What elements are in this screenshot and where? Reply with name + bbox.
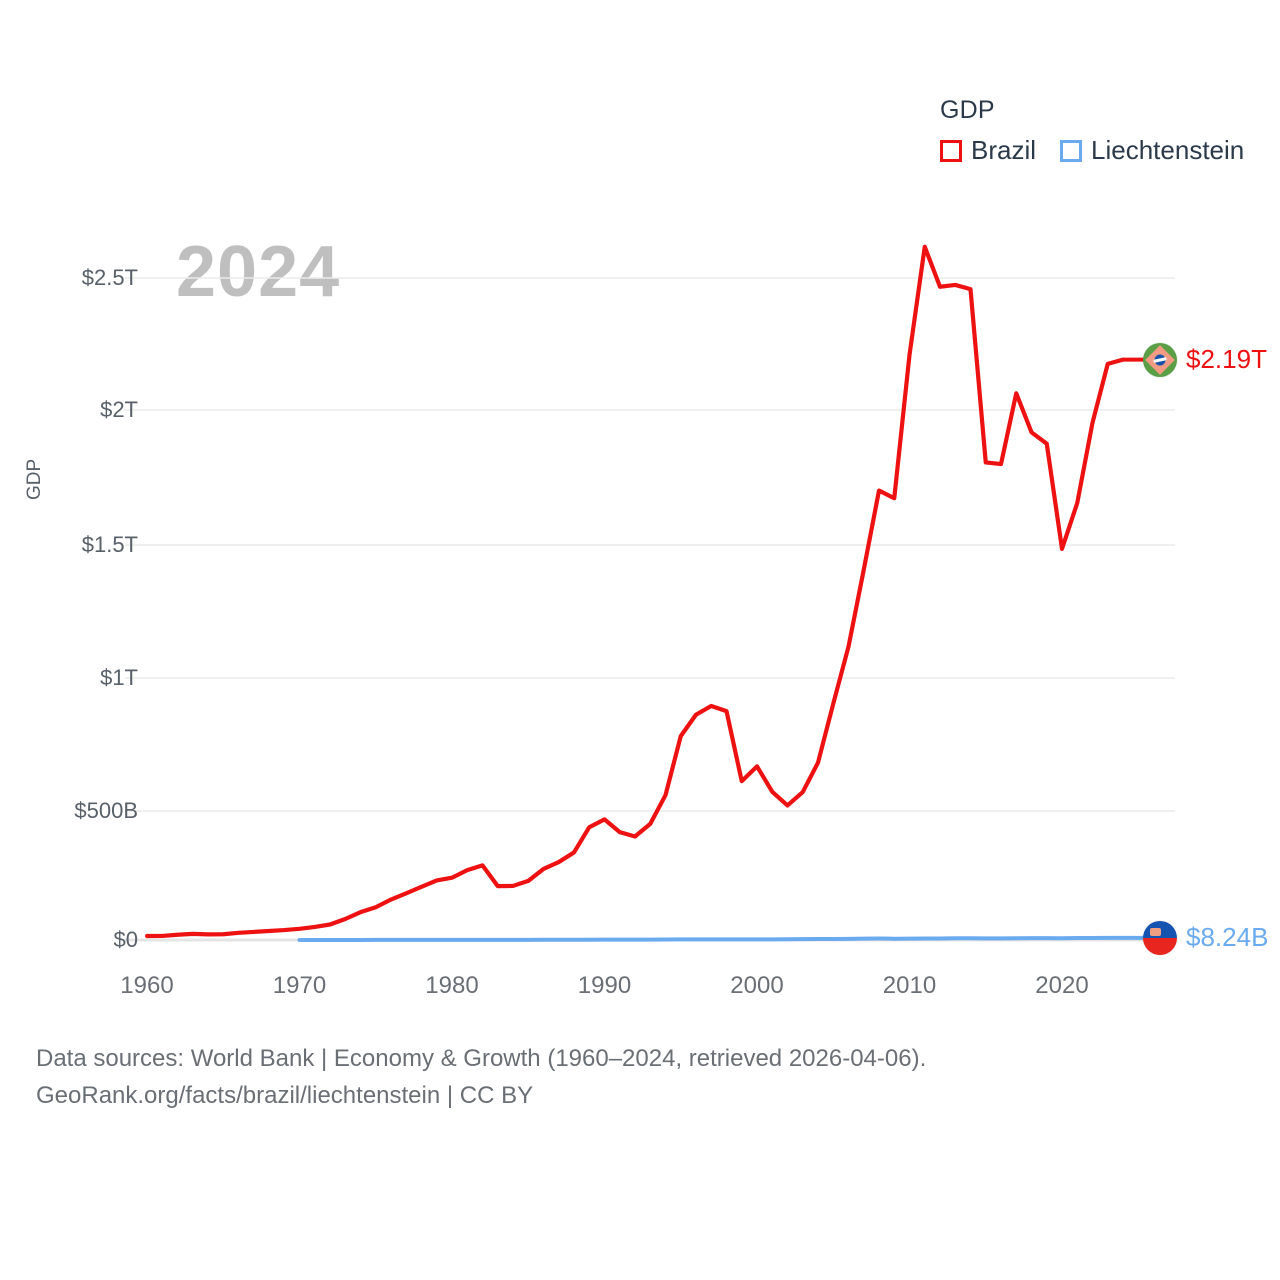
liechtenstein-flag-icon (1143, 920, 1177, 955)
footer-attribution: Data sources: World Bank | Economy & Gro… (36, 1040, 926, 1114)
x-tick-label: 1960 (120, 972, 174, 999)
y-tick-label: $2T (100, 397, 138, 422)
legend-title: GDP (940, 96, 995, 124)
series-line-brazil (144, 244, 1126, 939)
x-tick-label: 2000 (730, 972, 784, 999)
y-tick-label: $0 (113, 927, 138, 952)
y-tick-label: $1T (100, 665, 138, 690)
legend-item-brazil[interactable]: Brazil (940, 135, 1036, 166)
x-tick-label: 2020 (1035, 972, 1089, 999)
y-tick-label: $1.5T (81, 532, 138, 557)
y-tick-label: $2.5T (81, 265, 138, 290)
legend-items: Brazil Liechtenstein (940, 135, 1244, 166)
legend-swatch-liechtenstein (1060, 139, 1083, 162)
x-tick-label: 2010 (882, 972, 937, 999)
y-axis-title: GDP (24, 458, 45, 500)
endpoint-liechtenstein[interactable]: $8.24B (1143, 920, 1269, 955)
footer-line-sources: Data sources: World Bank | Economy & Gro… (36, 1045, 927, 1072)
x-tick-label: 1970 (272, 972, 327, 999)
x-tick-label: 1980 (425, 972, 479, 999)
legend-swatch-brazil (940, 139, 962, 162)
y-tick-label: $500B (74, 798, 138, 823)
endpoint-value-brazil: $2.19T (1186, 344, 1267, 375)
legend-item-liechtenstein[interactable]: Liechtenstein (1060, 135, 1244, 166)
footer-line-license: GeoRank.org/facts/brazil/liechtenstein |… (36, 1082, 534, 1110)
legend-label-liechtenstein: Liechtenstein (1091, 135, 1245, 165)
endpoint-value-liechtenstein: $8.24B (1186, 922, 1269, 953)
series-line-liechtenstein (297, 935, 1125, 942)
endpoint-brazil[interactable]: $2.19T (1143, 342, 1267, 377)
year-watermark: 2024 (176, 232, 341, 312)
brazil-flag-icon (1143, 342, 1177, 377)
legend-label-brazil: Brazil (971, 135, 1037, 165)
x-tick-label: 1990 (577, 972, 632, 999)
chart-legend: GDP Brazil Liechtenstein (940, 96, 1244, 166)
